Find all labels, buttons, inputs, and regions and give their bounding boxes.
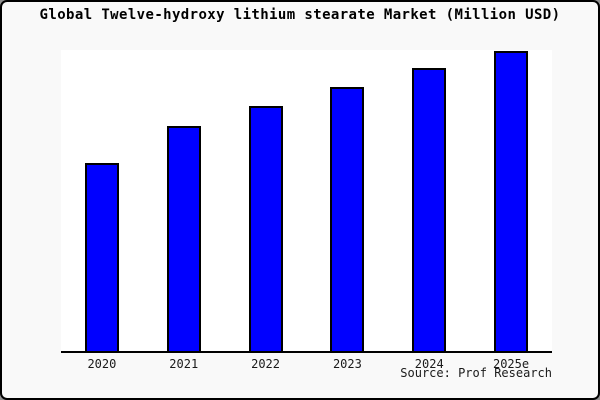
bar-2024 xyxy=(412,68,447,351)
bar-2021 xyxy=(166,125,201,351)
bar-2023 xyxy=(330,87,365,351)
bar-slot-2020 xyxy=(61,50,143,351)
x-tick-label-2025e: 2025e xyxy=(492,357,530,371)
chart-title: Global Twelve-hydroxy lithium stearate M… xyxy=(39,7,561,23)
bars-container xyxy=(61,50,552,351)
x-tick-label-2020: 2020 xyxy=(87,357,117,371)
source-credit: Source: Prof Research xyxy=(400,366,552,380)
bar-slot-2025e xyxy=(470,50,552,351)
bar-2020 xyxy=(84,162,119,351)
x-tick-label-2021: 2021 xyxy=(169,357,199,371)
bar-slot-2023 xyxy=(306,50,388,351)
x-tick-label-2024: 2024 xyxy=(414,357,444,371)
plot-area xyxy=(61,50,552,353)
bar-slot-2024 xyxy=(388,50,470,351)
x-tick-label-2023: 2023 xyxy=(332,357,362,371)
x-tick-label-2022: 2022 xyxy=(251,357,281,371)
bar-2022 xyxy=(248,106,283,351)
x-axis-labels: 2020 2021 2022 2023 2024 2025e xyxy=(61,357,552,371)
bar-2025e xyxy=(494,50,529,351)
bar-slot-2021 xyxy=(143,50,225,351)
bar-slot-2022 xyxy=(225,50,307,351)
